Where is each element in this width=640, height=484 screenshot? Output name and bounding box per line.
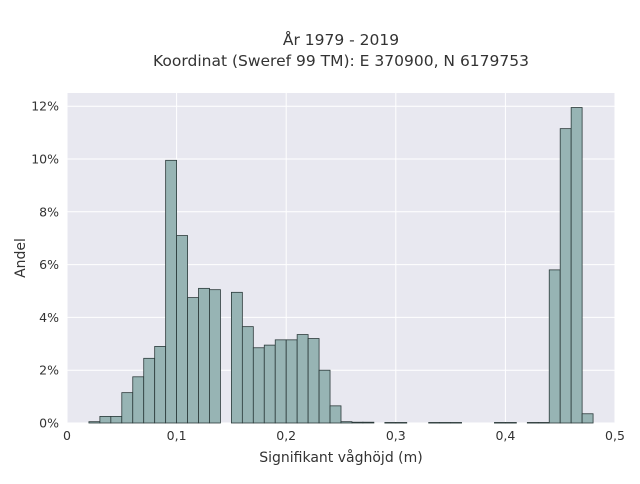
histogram-bar bbox=[559, 128, 572, 424]
y-tick-layer: 0% 2% 4% 6% 8% 10% 12% bbox=[31, 99, 59, 431]
histogram-bar bbox=[263, 344, 276, 424]
histogram-bar bbox=[428, 422, 441, 424]
y-tick-label: 10% bbox=[31, 152, 59, 167]
histogram-bar bbox=[526, 422, 539, 424]
histogram-bar bbox=[154, 346, 167, 424]
histogram-bar bbox=[537, 422, 550, 424]
histogram-bar bbox=[165, 159, 177, 424]
x-tick-layer: 0 0,1 0,2 0,3 0,4 0,5 bbox=[63, 428, 625, 443]
histogram-bar bbox=[318, 369, 331, 424]
histogram-bar bbox=[329, 405, 342, 424]
x-tick-label: 0 bbox=[63, 428, 71, 443]
histogram-bar bbox=[395, 422, 408, 424]
y-tick-label: 0% bbox=[39, 416, 59, 431]
histogram-bar bbox=[570, 107, 583, 424]
histogram-bar bbox=[439, 422, 452, 424]
histogram-bar bbox=[187, 297, 199, 424]
chart-title-line1: År 1979 - 2019 bbox=[283, 30, 399, 49]
y-tick-label: 12% bbox=[31, 99, 59, 114]
histogram-bar bbox=[209, 289, 221, 424]
histogram-bar bbox=[494, 422, 506, 424]
histogram-bar bbox=[198, 287, 210, 424]
y-tick-label: 4% bbox=[39, 310, 59, 325]
histogram-bar bbox=[384, 422, 397, 424]
histogram-bar bbox=[504, 422, 517, 424]
histogram-bar bbox=[274, 339, 287, 424]
histogram-bar bbox=[110, 415, 123, 424]
x-axis-label: Signifikant våghöjd (m) bbox=[259, 449, 422, 466]
histogram-bar bbox=[241, 326, 254, 424]
x-tick-label: 0,4 bbox=[495, 428, 515, 443]
y-axis-label: Andel bbox=[13, 238, 29, 278]
histogram-bar bbox=[450, 422, 462, 424]
histogram-bar bbox=[351, 421, 364, 424]
histogram-bar bbox=[307, 338, 320, 424]
histogram-bar bbox=[285, 339, 298, 424]
y-tick-label: 2% bbox=[39, 363, 59, 378]
histogram-bar bbox=[296, 334, 309, 424]
x-tick-label: 0,3 bbox=[386, 428, 406, 443]
x-tick-label: 0,1 bbox=[167, 428, 187, 443]
bar-layer bbox=[88, 107, 594, 424]
histogram-bar bbox=[132, 376, 145, 424]
histogram-bar bbox=[143, 357, 156, 424]
histogram-bar bbox=[88, 421, 101, 424]
histogram-bar bbox=[340, 421, 353, 424]
x-tick-label: 0,5 bbox=[605, 428, 625, 443]
histogram-bar bbox=[121, 392, 134, 424]
histogram-bar bbox=[99, 415, 112, 424]
y-tick-label: 6% bbox=[39, 257, 59, 272]
y-tick-label: 8% bbox=[39, 204, 59, 219]
histogram-bar bbox=[581, 413, 594, 424]
histogram-bar bbox=[252, 347, 265, 424]
histogram-bar bbox=[230, 291, 243, 424]
histogram-bar bbox=[176, 235, 188, 424]
histogram-bar bbox=[362, 421, 375, 424]
x-tick-label: 0,2 bbox=[276, 428, 296, 443]
histogram-bar bbox=[548, 269, 561, 424]
chart-title-line2: Koordinat (Sweref 99 TM): E 370900, N 61… bbox=[153, 52, 529, 70]
